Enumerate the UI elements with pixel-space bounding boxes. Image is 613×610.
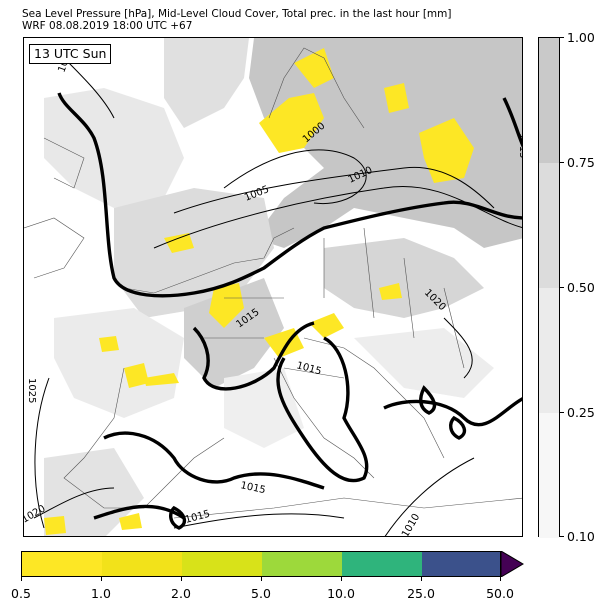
cloud-tick-mark bbox=[560, 162, 564, 163]
precip-tick-label: 10.0 bbox=[327, 586, 355, 601]
cloud-tick-mark bbox=[560, 287, 564, 288]
precip-colorbar-segment bbox=[422, 552, 500, 576]
precip-colorbar bbox=[21, 551, 501, 577]
cloud-tick-label: 0.25 bbox=[567, 405, 595, 420]
coastline-layer bbox=[24, 47, 522, 519]
precip-tick-mark bbox=[421, 577, 422, 581]
isobar-label: 1015 bbox=[517, 133, 523, 158]
precip-colorbar-segment bbox=[182, 552, 262, 576]
cloud-colorbar-segment bbox=[539, 288, 559, 413]
precip-colorbar-segment bbox=[262, 552, 342, 576]
precip-tick-label: 0.5 bbox=[11, 586, 31, 601]
title-line-1: Sea Level Pressure [hPa], Mid-Level Clou… bbox=[22, 8, 452, 20]
precip-tick-mark bbox=[181, 577, 182, 581]
isobar-1015-layer bbox=[57, 92, 522, 530]
precipitation-layer bbox=[44, 48, 474, 535]
precip-colorbar-segment bbox=[102, 552, 182, 576]
cloud-tick-label: 0.75 bbox=[567, 155, 595, 170]
precip-tick-mark bbox=[341, 577, 342, 581]
precip-colorbar-segment bbox=[342, 552, 422, 576]
cloud-tick-mark bbox=[560, 37, 564, 38]
precip-tick-label: 50.0 bbox=[486, 586, 514, 601]
map-svg: 1000 1005 1010 1010 1015 1015 1015 1015 … bbox=[24, 38, 523, 537]
title-line-2: WRF 08.08.2019 18:00 UTC +67 bbox=[22, 20, 193, 32]
cloud-colorbar-segment bbox=[539, 38, 559, 163]
precip-tick-label: 25.0 bbox=[407, 586, 435, 601]
precip-tick-mark bbox=[101, 577, 102, 581]
isobar-thin-layer bbox=[33, 57, 522, 536]
cloud-tick-mark bbox=[560, 536, 564, 537]
precip-tick-label: 5.0 bbox=[251, 586, 271, 601]
cloud-tick-label: 1.00 bbox=[567, 30, 595, 45]
cloud-tick-mark bbox=[560, 412, 564, 413]
precip-tick-label: 2.0 bbox=[171, 586, 191, 601]
cloud-colorbar bbox=[538, 37, 560, 538]
chart-title: Sea Level Pressure [hPa], Mid-Level Clou… bbox=[22, 8, 452, 32]
precip-tick-label: 1.0 bbox=[91, 586, 111, 601]
cloud-colorbar-segment bbox=[539, 413, 559, 538]
isobar-label: 1015 bbox=[239, 480, 266, 496]
precip-tick-mark bbox=[500, 577, 501, 581]
isobar-label: 1015 bbox=[295, 360, 322, 377]
precip-colorbar-segment bbox=[22, 552, 102, 576]
isobar-label: 1025 bbox=[26, 378, 37, 403]
cloud-tick-label: 0.10 bbox=[567, 529, 595, 544]
precip-tick-mark bbox=[21, 577, 22, 581]
cloud-tick-label: 0.50 bbox=[567, 280, 595, 295]
precip-colorbar-extend-arrow bbox=[501, 551, 524, 577]
isobar-label: 1010 bbox=[400, 512, 422, 537]
precip-tick-mark bbox=[261, 577, 262, 581]
time-label: 13 UTC Sun bbox=[29, 44, 112, 64]
cloud-colorbar-segment bbox=[539, 163, 559, 288]
weather-map: 1000 1005 1010 1010 1015 1015 1015 1015 … bbox=[23, 37, 523, 537]
